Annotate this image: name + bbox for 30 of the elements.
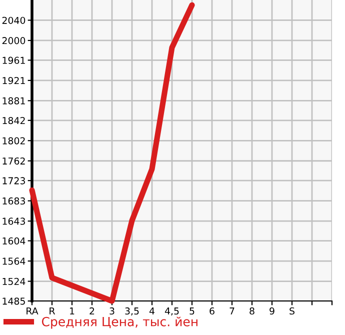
y-tick-label: 1802: [2, 137, 25, 144]
y-tick-label: 1723: [2, 177, 25, 184]
y-tick-label: 1564: [2, 258, 26, 265]
x-tick-label: 3: [110, 307, 114, 315]
x-tick-label: 4: [149, 308, 154, 314]
y-tick-label: 1961: [2, 56, 25, 64]
legend-label: Средняя Цена, тыс. йен: [42, 316, 198, 329]
y-tick-label: 2040: [2, 16, 26, 24]
x-tick-label: 5: [190, 308, 194, 315]
x-tick-label: 3,5: [125, 307, 139, 316]
y-tick-label: 1524: [2, 278, 26, 285]
y-tick-label: 1485: [2, 298, 25, 305]
x-tick-label: 8: [250, 307, 254, 315]
y-tick-label: 1881: [2, 97, 25, 104]
x-tick-label: 4,5: [164, 308, 179, 316]
x-tick-label: 6: [210, 307, 214, 315]
y-tick-label: 2000: [2, 37, 26, 44]
x-tick-label: 2: [90, 307, 94, 314]
y-tick-label: 1921: [2, 77, 25, 84]
y-tick-label: 1683: [2, 197, 25, 205]
x-tick-label: RA: [26, 308, 38, 314]
x-tick-label: S: [290, 307, 294, 315]
y-tick-label: 1762: [2, 157, 25, 165]
x-tick-label: R: [50, 308, 56, 314]
y-tick-label: 1643: [2, 218, 25, 225]
x-tick-label: 1: [70, 308, 74, 314]
y-tick-label: 1842: [2, 116, 25, 124]
x-tick-label: 7: [230, 308, 234, 314]
y-tick-label: 1604: [2, 237, 26, 245]
x-tick-label: 9: [270, 307, 274, 315]
